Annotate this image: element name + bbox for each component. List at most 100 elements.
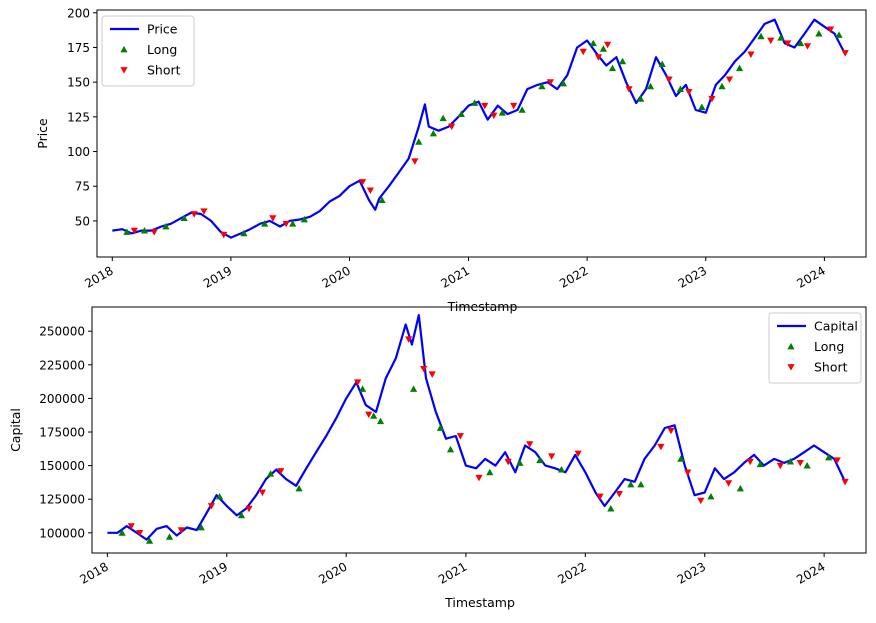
price-long-marker [289,220,297,227]
capital-short-marker [841,478,849,486]
price-y-tick-label: 150 [67,76,90,90]
price-x-tick-label: 2018 [82,263,115,290]
price-long-marker [429,129,437,137]
capital-y-tick-label: 250000 [39,325,85,339]
price-long-marker [718,82,726,90]
price-short-marker [358,179,367,186]
price-short-marker [594,54,603,61]
capital-short-marker [526,441,534,448]
price-long-marker [676,85,685,92]
capital-short-marker [548,453,556,460]
price-long-marker [415,138,423,145]
capital-short-marker [504,458,512,466]
price-short-marker [579,48,587,56]
price-short-marker [490,112,498,120]
price-long-marker [559,79,568,87]
capital-plot-area [107,314,849,544]
price-long-marker [777,34,785,41]
price-long-marker [439,114,447,122]
capital-long-marker [607,505,615,512]
capital-short-marker [574,450,582,458]
price-legend: Price Long Short [101,15,195,87]
capital-long-marker [197,523,205,531]
price-long-marker [797,39,805,47]
price-long-marker [140,227,149,234]
price-y-tick-label: 175 [67,41,90,55]
capital-long-marker [118,529,126,536]
price-short-marker [481,102,489,110]
capital-long-marker [358,385,367,392]
capital-short-marker [258,489,267,497]
capital-short-marker [428,371,436,378]
capital-y-tick-label: 100000 [39,526,85,540]
price-long-marker [757,32,765,40]
capital-legend-label: Long [814,339,844,354]
capital-short-marker [354,379,362,386]
price-price-line [112,18,845,239]
price-short-marker [665,76,673,83]
capital-short-marker [420,365,428,373]
price-x-axis: 2018 2019 2020 2021 2022 2023 2024 [82,257,828,291]
price-y-tick-label: 200 [67,6,90,20]
price-long-marker [378,196,386,203]
price-short-marker [784,40,792,47]
capital-long-marker [370,412,378,419]
capital-legend-label: Short [814,360,848,375]
capital-long-marker [637,480,645,488]
price-long-marker [835,31,843,38]
price-y-tick-label: 125 [67,110,90,124]
capital-y-tick-label: 200000 [39,392,85,406]
price-long-marker [815,29,823,37]
capital-long-marker [145,537,154,544]
price-long-marker [240,229,248,237]
price-axes-frame [96,9,867,258]
price-short-marker [200,208,208,215]
capital-x-tick-label: 2018 [77,559,110,586]
price-short-marker [841,50,849,57]
price-long-marker [608,64,617,72]
capital-short-marker [456,433,464,440]
capital-short-marker [667,427,675,435]
capital-long-marker [803,462,811,469]
price-short-marker [625,86,633,93]
capital-short-marker [725,480,733,487]
price-long-marker [457,110,465,117]
price-long-marker [180,214,188,222]
price-legend-label: Short [147,63,181,78]
price-long-marker [261,220,269,227]
price-y-tick-label: 75 [75,180,90,194]
price-long-marker [162,222,170,230]
capital-x-axis-title: Timestamp [444,595,515,610]
capital-y-tick-label: 150000 [39,459,85,473]
price-legend-label: Price [147,22,178,37]
price-plot-area [112,18,849,239]
price-short-marker [546,79,555,86]
capital-long-marker [786,457,795,465]
price-short-marker [447,123,456,131]
price-short-marker [150,229,158,236]
price-long-marker [471,99,479,106]
price-short-marker [826,26,835,34]
capital-capital-line [107,314,845,541]
price-short-marker [708,95,716,103]
capital-long-marker [165,533,174,540]
capital-x-tick-label: 2021 [436,559,469,586]
capital-short-marker [596,493,604,501]
price-short-marker [725,76,734,83]
price-long-marker [300,215,308,223]
capital-y-tick-label: 175000 [39,426,85,440]
capital-x-axis: 2018 2019 2020 2021 2022 2023 2024 [77,553,828,587]
capital-x-tick-label: 2019 [197,559,230,586]
capital-legend: Capital Long Short [768,312,862,384]
capital-y-axis-title: Capital [8,408,23,452]
capital-short-marker [657,443,665,451]
capital-x-tick-label: 2023 [675,559,708,586]
price-short-marker [747,51,755,59]
price-long-marker [637,95,645,102]
capital-long-marker [536,456,544,464]
capital-legend-marker-swatch [787,342,795,350]
price-short-marker [803,43,812,50]
price-legend-label: Long [147,42,177,57]
capital-short-marker [127,523,135,530]
